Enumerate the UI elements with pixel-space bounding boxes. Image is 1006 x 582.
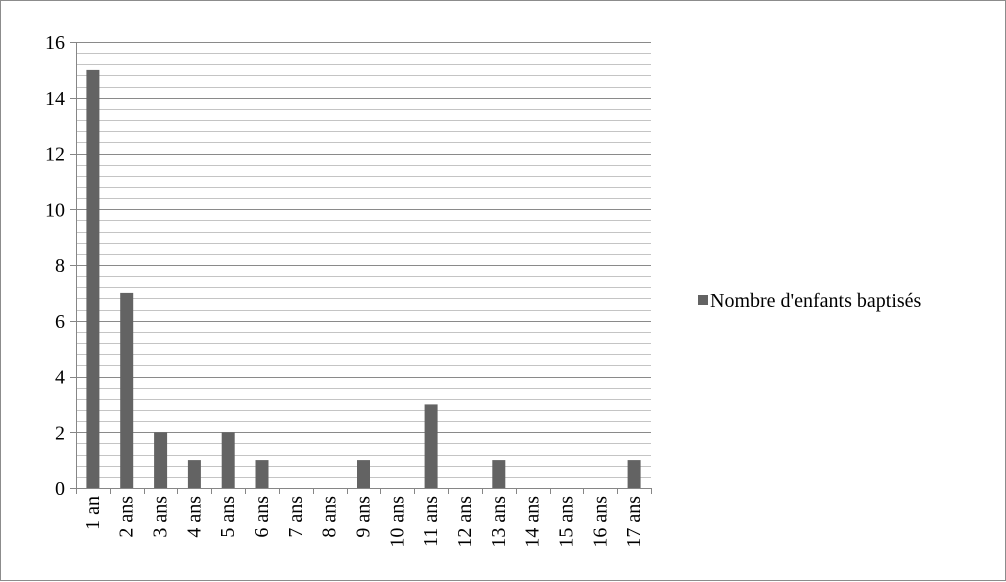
bar (255, 460, 269, 488)
y-tick-label: 0 (55, 478, 65, 500)
bar (120, 292, 134, 488)
legend-swatch (698, 295, 708, 305)
x-axis-tick-labels: 1 an 2 ans 3 ans 4 ans 5 ans 6 ans 7 ans 8 ans 9… (82, 496, 645, 548)
bar (86, 69, 100, 489)
x-tick-label: 9 ans (353, 496, 375, 538)
y-axis-tick-labels: 0 2 4 6 8 10 12 14 16 (45, 32, 65, 500)
x-tick-label: 7 ans (285, 496, 307, 538)
bar (357, 460, 370, 488)
x-tick-label: 15 ans (555, 496, 577, 548)
grid-lines (76, 42, 651, 478)
x-tick-label: 10 ans (386, 496, 408, 548)
y-tick-label: 12 (45, 144, 65, 166)
y-tick-label: 8 (55, 255, 65, 277)
axes (70, 42, 652, 494)
bar (221, 432, 235, 489)
x-tick-label: 11 ans (420, 496, 442, 547)
x-tick-label: 12 ans (454, 496, 476, 548)
x-tick-label: 1 an (82, 496, 104, 530)
x-tick-label: 6 ans (251, 496, 273, 538)
y-tick-label: 6 (55, 311, 65, 333)
bars (86, 69, 641, 489)
x-tick-label: 2 ans (116, 496, 138, 538)
bar (627, 460, 641, 488)
y-tick-label: 14 (45, 88, 65, 110)
x-tick-label: 5 ans (217, 496, 239, 538)
x-tick-label: 3 ans (150, 496, 172, 538)
y-tick-label: 2 (55, 422, 65, 444)
bar (154, 432, 168, 489)
legend: Nombre d'enfants baptisés (698, 290, 922, 312)
x-tick-label: 17 ans (623, 496, 645, 548)
x-tick-label: 13 ans (488, 496, 510, 548)
bar (424, 404, 438, 488)
x-tick-label: 8 ans (319, 496, 341, 538)
bar (492, 460, 506, 488)
legend-label: Nombre d'enfants baptisés (710, 290, 922, 312)
y-tick-label: 10 (45, 199, 65, 221)
bar (187, 460, 201, 488)
x-tick-label: 4 ans (183, 496, 205, 538)
y-tick-label: 16 (45, 32, 65, 54)
y-tick-label: 4 (55, 367, 65, 389)
x-tick-label: 14 ans (522, 496, 544, 548)
x-tick-label: 16 ans (589, 496, 611, 548)
